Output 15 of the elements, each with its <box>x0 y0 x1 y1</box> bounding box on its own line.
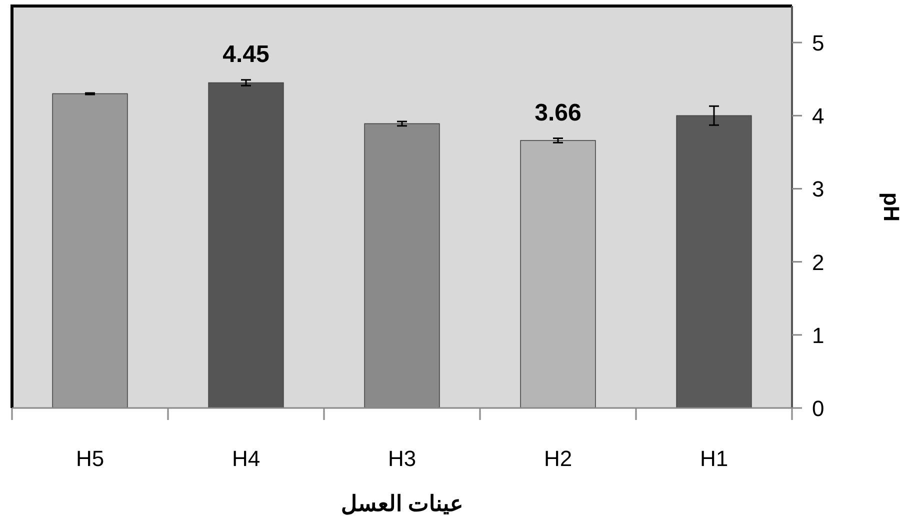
y-tick-label: 2 <box>812 250 824 275</box>
x-axis-title: عينات العسل <box>340 491 464 516</box>
x-tick-label: H3 <box>388 446 416 471</box>
data-label: 4.45 <box>222 40 270 68</box>
y-tick-label: 3 <box>812 176 824 202</box>
y-tick-label: 4 <box>812 104 824 129</box>
y-tick-label: 1 <box>812 322 824 348</box>
y-tick-label: 5 <box>812 30 824 56</box>
x-tick-label: H4 <box>232 446 260 471</box>
x-tick-label: H2 <box>544 446 572 471</box>
x-tick-label: H1 <box>700 446 728 471</box>
data-label: 3.66 <box>534 99 582 126</box>
y-tick-label: 0 <box>812 396 824 421</box>
x-tick-label: H5 <box>76 446 104 471</box>
y-axis-title: pH <box>879 192 904 222</box>
